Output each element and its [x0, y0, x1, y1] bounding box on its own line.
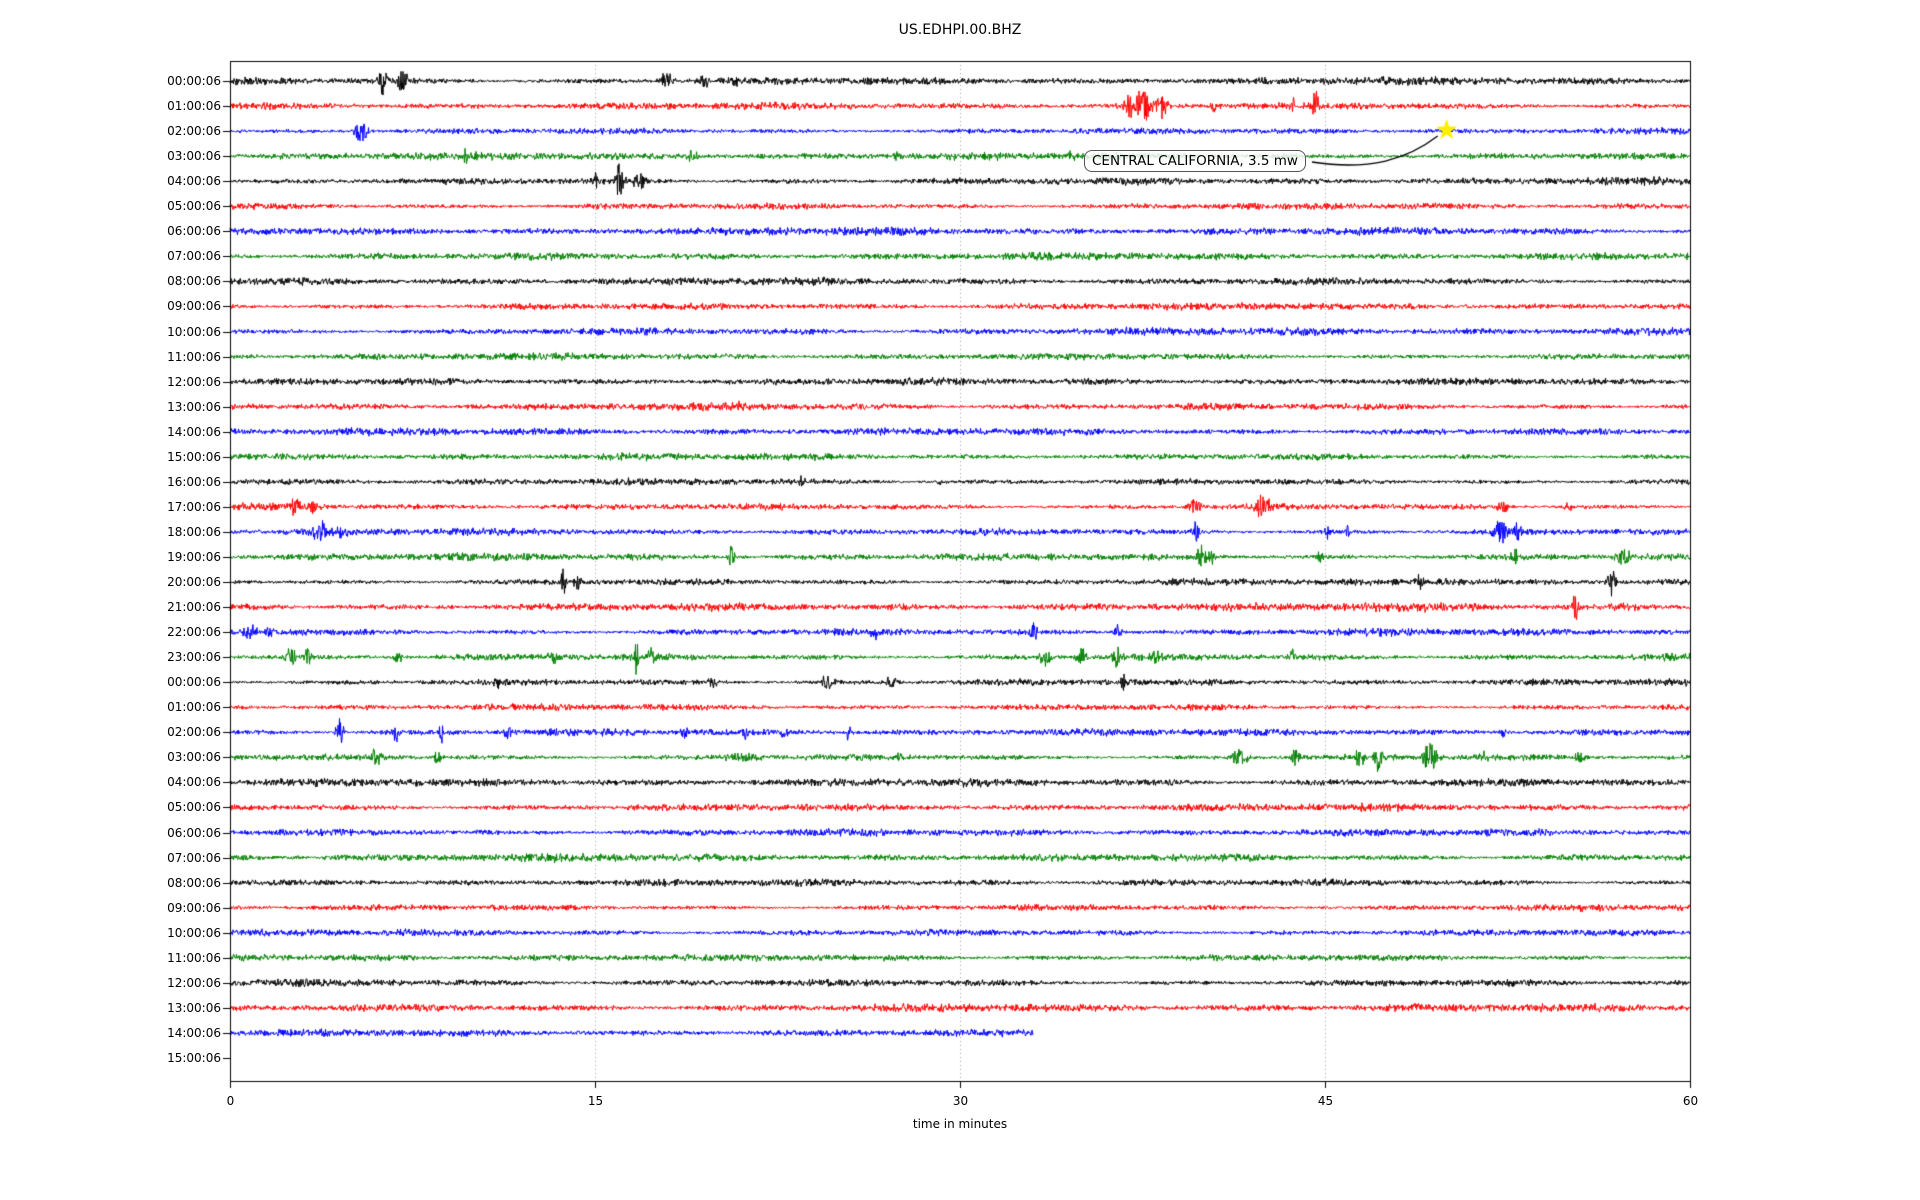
- y-tick-label: 03:00:06: [167, 149, 221, 164]
- y-tick-label: 23:00:06: [167, 650, 221, 665]
- y-tick-label: 05:00:06: [167, 800, 221, 815]
- x-tick-label: 45: [1317, 1094, 1334, 1108]
- y-tick-label: 10:00:06: [167, 925, 221, 940]
- y-tick-label: 15:00:06: [167, 449, 221, 464]
- y-tick-label: 17:00:06: [167, 499, 221, 514]
- y-tick-label: 08:00:06: [167, 875, 221, 890]
- y-tick-label: 06:00:06: [167, 224, 221, 239]
- x-tick-label: 30: [952, 1094, 969, 1108]
- y-tick-label: 01:00:06: [167, 99, 221, 114]
- y-tick-label: 19:00:06: [167, 549, 221, 564]
- y-tick-label: 13:00:06: [167, 399, 221, 414]
- y-tick-label: 21:00:06: [167, 600, 221, 615]
- x-tick-label: 60: [1682, 1094, 1699, 1108]
- y-tick-label: 02:00:06: [167, 725, 221, 740]
- y-tick-label: 09:00:06: [167, 900, 221, 915]
- y-tick-label: 15:00:06: [167, 1050, 221, 1065]
- y-tick-label: 00:00:06: [167, 675, 221, 690]
- y-tick-label: 00:00:06: [167, 74, 221, 88]
- y-tick-label: 16:00:06: [167, 474, 221, 489]
- y-tick-label: 12:00:06: [167, 374, 221, 389]
- x-tick-label: 0: [226, 1094, 235, 1108]
- chart-title: US.EDHPI.00.BHZ: [898, 22, 1022, 38]
- y-tick-label: 07:00:06: [167, 249, 221, 264]
- y-tick-label: 20:00:06: [167, 575, 221, 589]
- y-tick-label: 11:00:06: [167, 950, 221, 965]
- event-annotation: CENTRAL CALIFORNIA, 3.5 mw: [1084, 150, 1306, 172]
- y-tick-label: 05:00:06: [167, 199, 221, 214]
- y-tick-label: 18:00:06: [167, 524, 221, 539]
- y-tick-label: 11:00:06: [167, 349, 221, 364]
- y-tick-label: 12:00:06: [167, 975, 221, 990]
- y-tick-label: 03:00:06: [167, 750, 221, 765]
- y-tick-label: 07:00:06: [167, 850, 221, 865]
- x-axis-label: time in minutes: [912, 1117, 1008, 1131]
- y-tick-label: 08:00:06: [167, 274, 221, 289]
- y-tick-label: 06:00:06: [167, 825, 221, 840]
- y-tick-label: 22:00:06: [167, 625, 221, 640]
- y-tick-label: 04:00:06: [167, 174, 221, 189]
- y-tick-label: 10:00:06: [167, 324, 221, 339]
- y-tick-label: 14:00:06: [167, 424, 221, 439]
- y-tick-label: 04:00:06: [167, 775, 221, 790]
- x-tick-label: 15: [587, 1094, 604, 1108]
- y-tick-label: 02:00:06: [167, 124, 221, 139]
- y-tick-label: 14:00:06: [167, 1025, 221, 1040]
- y-tick-label: 13:00:06: [167, 1000, 221, 1015]
- y-tick-label: 01:00:06: [167, 700, 221, 715]
- y-tick-label: 09:00:06: [167, 299, 221, 314]
